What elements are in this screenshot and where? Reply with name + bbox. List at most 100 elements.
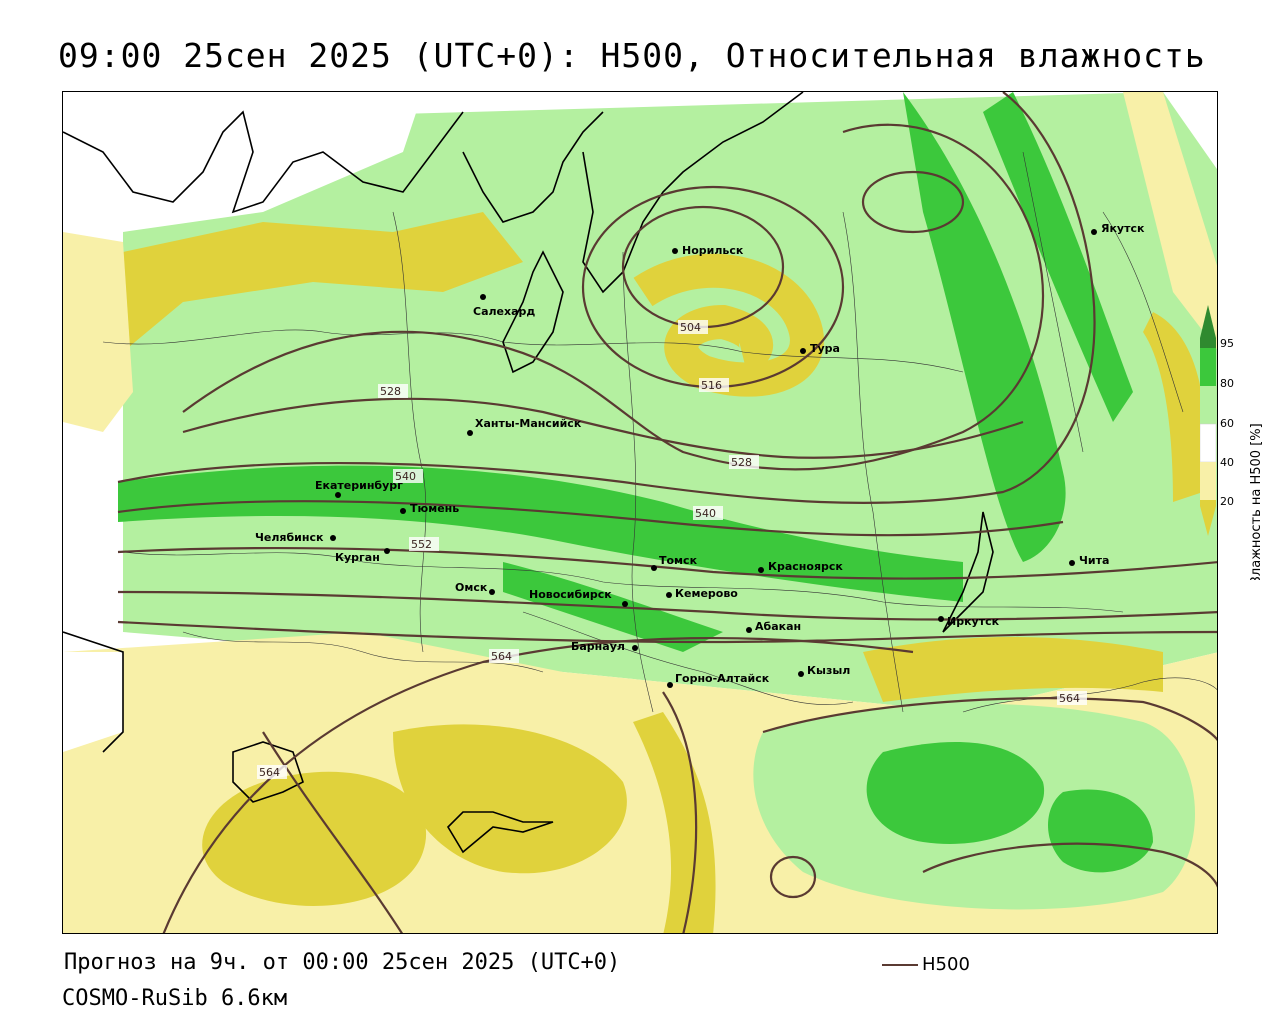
isoline-label: 540: [695, 507, 716, 520]
city-dot: [400, 508, 406, 514]
isoline-label: 504: [680, 321, 701, 334]
city-label-novosibirsk: Новосибирск: [529, 588, 612, 601]
humidity-green-streak-ne1: [903, 92, 1066, 562]
city-label-chita: Чита: [1079, 554, 1109, 567]
humidity-yellow-patch-sw: [202, 771, 427, 906]
city-label-kemerovo: Кемерово: [675, 587, 738, 600]
humidity-yellow-streak-e: [1143, 312, 1206, 502]
city-label-tyumen: Тюмень: [410, 502, 459, 515]
colorbar-top-arrow: [1200, 305, 1216, 338]
city-dot: [667, 682, 673, 688]
city-dot: [651, 565, 657, 571]
city-dot: [622, 601, 628, 607]
map-canvas: 504 516 528 528 540 540 552 564 564 564 …: [63, 92, 1217, 933]
isoline-564-sw: [162, 636, 914, 933]
h500-legend-line: [882, 964, 918, 966]
colorbar-tick: 80: [1220, 377, 1234, 390]
humidity-green-blob-se: [866, 742, 1045, 844]
city-dot: [480, 294, 486, 300]
weather-map: 504 516 528 528 540 540 552 564 564 564 …: [62, 91, 1218, 934]
city-dot: [758, 567, 764, 573]
humidity-yellow-band-north: [123, 212, 523, 352]
coastline: [63, 92, 994, 854]
isoline-528-north: [182, 123, 1045, 471]
city-label-barnaul: Барнаул: [571, 640, 625, 653]
isoline-552: [117, 546, 1217, 580]
city-dot: [467, 430, 473, 436]
h500-legend-label: H500: [922, 954, 970, 975]
city-dot: [1069, 560, 1075, 566]
humidity-green-streak-ne2: [983, 92, 1133, 422]
humidity-light-yellow-ne: [1123, 92, 1217, 350]
humidity-colorbar: 95 80 60 40 20 Влажность на H500 [%]: [1200, 305, 1264, 580]
colorbar-band-light-green: [1200, 386, 1216, 424]
isoline-south-branch2: [662, 691, 698, 933]
city-label-krasnoyarsk: Красноярск: [768, 560, 843, 573]
city-dot: [666, 592, 672, 598]
city-label-omsk: Омск: [455, 581, 488, 594]
isoline-540-south: [117, 500, 1064, 537]
city-dot: [1091, 229, 1097, 235]
humidity-green-jet-band: [118, 465, 963, 602]
city-label-salekhard: Салехард: [473, 305, 535, 318]
colorbar-bottom-arrow: [1200, 506, 1216, 536]
isoline-564-mid: [117, 620, 1217, 644]
city-dot: [632, 645, 638, 651]
city-dot: [800, 348, 806, 354]
humidity-yellow-band-se: [863, 637, 1163, 702]
humidity-yellow-spiral: [633, 253, 824, 397]
city-label-tomsk: Томск: [659, 554, 698, 567]
city-label-kurgan: Курган: [335, 551, 380, 564]
city-label-gorno-altaysk: Горно-Алтайск: [675, 672, 770, 685]
map-title: 09:00 25сен 2025 (UTC+0): H500, Относите…: [58, 36, 1206, 75]
isoline-label: 540: [395, 470, 416, 483]
isoline-labels: 504 516 528 528 540 540 552 564 564 564: [257, 320, 1087, 779]
city-label-abakan: Абакан: [755, 620, 801, 633]
isoline-south-branch: [262, 731, 404, 933]
isoline-540-north: [117, 92, 1096, 504]
isoline-label: 528: [731, 456, 752, 469]
city-label-chelyabinsk: Челябинск: [255, 531, 324, 544]
isoline-564-n: [117, 590, 1217, 621]
humidity-yellow-streak-s: [633, 712, 716, 933]
city-dot: [489, 589, 495, 595]
humidity-light-yellow-west: [63, 232, 133, 432]
city-dot: [798, 671, 804, 677]
colorbar-tick: 20: [1220, 495, 1234, 508]
colorbar-tick: 95: [1220, 337, 1234, 350]
colorbar-tick: 60: [1220, 417, 1234, 430]
isoline-label: 564: [491, 650, 512, 663]
isoline-label: 552: [411, 538, 432, 551]
isoline-se-loop: [922, 842, 1217, 888]
city-label-yakutsk: Якутск: [1101, 222, 1145, 235]
city-label-tura: Тура: [810, 342, 840, 355]
isoline-ne-ring: [861, 170, 965, 234]
forecast-info: Прогноз на 9ч. от 00:00 25сен 2025 (UTC+…: [64, 950, 621, 975]
humidity-field: [63, 92, 1217, 933]
city-dot: [384, 548, 390, 554]
colorbar-title: Влажность на H500 [%]: [1249, 423, 1264, 580]
city-markers: Якутск Норильск Салехард Тура Ханты-Манс…: [255, 222, 1145, 688]
city-dot: [335, 492, 341, 498]
colorbar-tick: 40: [1220, 456, 1234, 469]
colorbar-band-green: [1200, 348, 1216, 386]
city-label-kyzyl: Кызыл: [807, 664, 850, 677]
city-label-irkutsk: Иркутск: [947, 615, 1000, 628]
city-label-ekaterinburg: Екатеринбург: [315, 479, 403, 492]
h500-isolines: [117, 92, 1217, 933]
isoline-528-south: [182, 397, 1024, 459]
colorbar-band-light-yellow: [1200, 462, 1216, 500]
isoline-label: 528: [380, 385, 401, 398]
colorbar-band-yellow: [1200, 500, 1216, 506]
isoline-s-ring: [769, 855, 817, 899]
city-label-norilsk: Норильск: [682, 244, 744, 257]
city-dot: [330, 535, 336, 541]
city-dot: [746, 627, 752, 633]
isoline-label: 564: [259, 766, 280, 779]
humidity-white-edge-w: [63, 652, 123, 752]
colorbar-band-dark-green: [1200, 338, 1216, 348]
city-dot: [938, 616, 944, 622]
model-name: COSMO-RuSib 6.6км: [62, 986, 288, 1011]
humidity-yellow-patch-s: [393, 724, 627, 874]
isoline-label: 564: [1059, 692, 1080, 705]
